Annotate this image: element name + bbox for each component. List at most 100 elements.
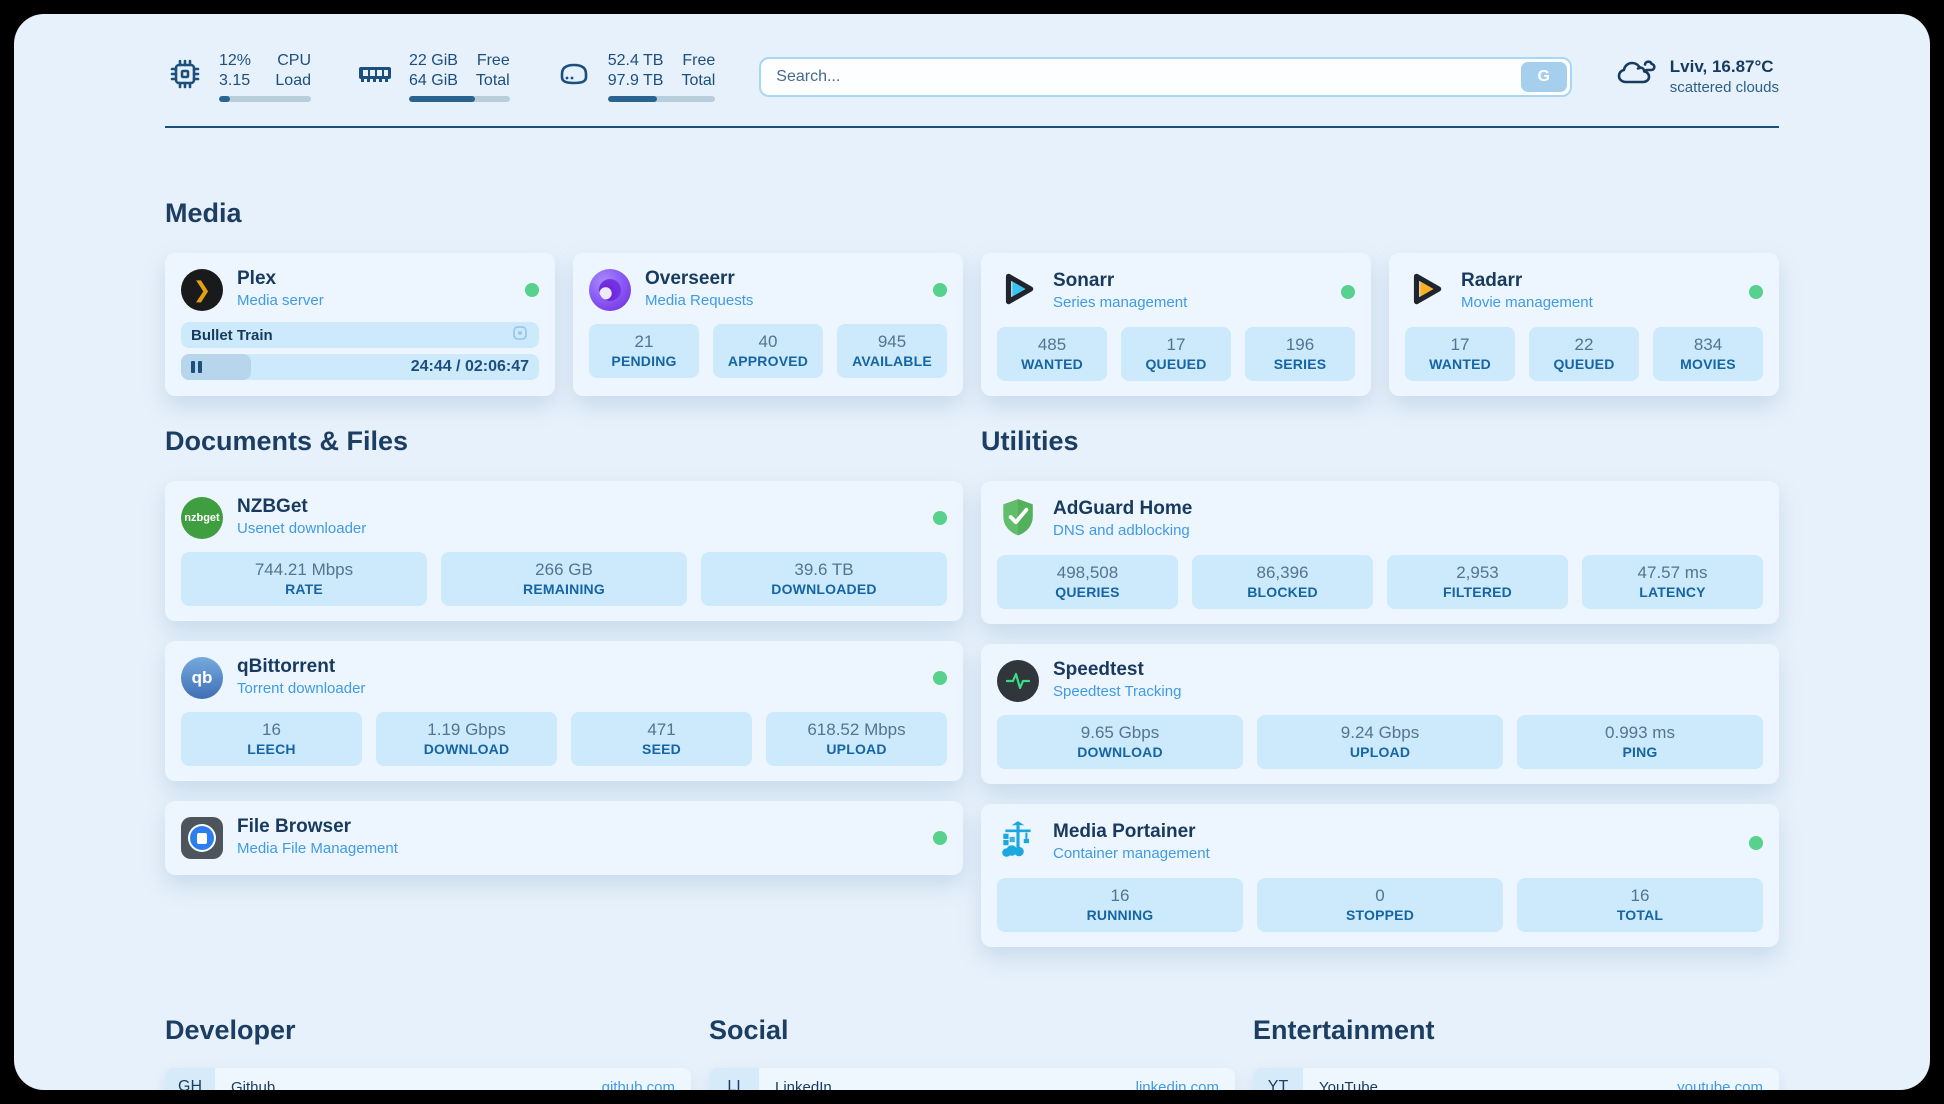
status-dot — [933, 511, 947, 525]
cloud-icon — [1614, 54, 1658, 99]
section-title-utilities: Utilities — [981, 426, 1079, 456]
ram-free-value: 22 GiB — [409, 52, 458, 69]
speedtest-pulse-icon — [997, 660, 1039, 702]
stat-available: 945 AVAILABLE — [837, 324, 947, 378]
now-playing-row: Bullet Train — [181, 322, 539, 348]
stat-approved: 40 APPROVED — [713, 324, 823, 378]
filebrowser-icon — [181, 817, 223, 859]
app-name: Radarr — [1461, 269, 1523, 291]
section-title-media: Media — [165, 198, 242, 228]
now-playing-title: Bullet Train — [191, 326, 273, 344]
weather-widget: Lviv, 16.87°C scattered clouds — [1614, 54, 1779, 99]
stat-rate: 744.21 Mbps RATE — [181, 552, 427, 606]
bookmark-url: github.com — [601, 1078, 675, 1091]
bookmark-name: YouTube — [1319, 1078, 1378, 1091]
app-card-sonarr[interactable]: Sonarr Series management 485 WANTED 17 Q… — [981, 253, 1371, 396]
app-card-radarr[interactable]: Radarr Movie management 17 WANTED 22 QUE… — [1389, 253, 1779, 396]
app-subtitle: Usenet downloader — [237, 520, 367, 537]
app-name: Plex — [237, 268, 277, 289]
stat-movies: 834 MOVIES — [1653, 327, 1763, 381]
ram-icon — [355, 54, 395, 99]
adguard-shield-icon — [997, 496, 1039, 543]
stat-wanted: 17 WANTED — [1405, 327, 1515, 381]
video-session-icon — [511, 324, 529, 347]
app-subtitle: Media File Management — [237, 840, 398, 857]
stat-upload: 9.24 Gbps UPLOAD — [1257, 715, 1503, 769]
app-card-portainer[interactable]: Media Portainer Container management 16 … — [981, 804, 1779, 947]
stat-total: 16 TOTAL — [1517, 878, 1763, 932]
sonarr-icon — [997, 268, 1039, 315]
header-divider — [165, 126, 1779, 128]
app-card-adguard[interactable]: AdGuard Home DNS and adblocking 498,508 … — [981, 481, 1779, 624]
section-title-entertainment: Entertainment — [1253, 1015, 1435, 1045]
app-subtitle: Movie management — [1461, 293, 1593, 311]
app-card-nzbget[interactable]: nzbget NZBGet Usenet downloader 744.21 M… — [165, 481, 963, 621]
pause-icon[interactable] — [191, 361, 202, 373]
bookmark-youtube[interactable]: YT YouTube youtube.com — [1253, 1068, 1779, 1090]
dashboard-panel: 12% 3.15 CPU Load — [14, 14, 1930, 1090]
ram-widget: 22 GiB 64 GiB Free Total — [355, 51, 510, 102]
stat-latency: 47.57 ms LATENCY — [1582, 555, 1763, 609]
app-card-qbittorrent[interactable]: qb qBittorrent Torrent downloader 16 LEE… — [165, 641, 963, 781]
stat-blocked: 86,396 BLOCKED — [1192, 555, 1373, 609]
cpu-usage-label: CPU — [277, 52, 311, 69]
bookmark-group-entertainment: Entertainment YT YouTube youtube.com NF … — [1253, 1015, 1779, 1090]
disk-widget: 52.4 TB 97.9 TB Free Total — [554, 51, 716, 102]
disk-icon — [554, 54, 594, 99]
disk-progress-bar — [607, 96, 716, 102]
disk-total-label: Total — [681, 72, 716, 89]
cpu-progress-bar — [219, 96, 311, 102]
status-dot — [933, 831, 947, 845]
search-input[interactable] — [764, 67, 1521, 86]
app-name: NZBGet — [237, 496, 308, 517]
stat-download: 1.19 Gbps DOWNLOAD — [376, 712, 557, 766]
app-card-overseerr[interactable]: Overseerr Media Requests 21 PENDING 40 A… — [573, 253, 963, 396]
app-name: Speedtest — [1053, 659, 1144, 680]
stat-series: 196 SERIES — [1245, 327, 1355, 381]
cpu-usage-value: 12% — [219, 52, 252, 69]
stat-queued: 17 QUEUED — [1121, 327, 1231, 381]
stat-download: 9.65 Gbps DOWNLOAD — [997, 715, 1243, 769]
status-dot — [1749, 284, 1763, 299]
cpu-load-label: Load — [275, 72, 311, 89]
bookmark-group-developer: Developer GH Github github.com SO StackO… — [165, 1015, 691, 1090]
stat-ping: 0.993 ms PING — [1517, 715, 1763, 769]
media-cards-row: ❯ Plex Media server Bullet Train — [165, 253, 1779, 396]
disk-free-value: 52.4 TB — [607, 52, 664, 69]
stat-wanted: 485 WANTED — [997, 327, 1107, 381]
app-card-filebrowser[interactable]: File Browser Media File Management — [165, 801, 963, 875]
bookmark-github[interactable]: GH Github github.com — [165, 1068, 691, 1090]
stat-queued: 22 QUEUED — [1529, 327, 1639, 381]
bookmark-linkedin[interactable]: LI LinkedIn linkedin.com — [709, 1068, 1235, 1090]
app-subtitle: Media Requests — [645, 292, 754, 309]
radarr-icon — [1405, 268, 1447, 315]
search-bar: G — [759, 56, 1572, 97]
stat-seed: 471 SEED — [571, 712, 752, 766]
app-name: qBittorrent — [237, 656, 336, 677]
nzbget-icon: nzbget — [181, 497, 223, 539]
ram-free-label: Free — [476, 52, 510, 69]
app-name: File Browser — [237, 816, 352, 837]
weather-condition: scattered clouds — [1669, 78, 1779, 96]
stat-stopped: 0 STOPPED — [1257, 878, 1503, 932]
app-subtitle: DNS and adblocking — [1053, 521, 1190, 539]
stat-downloaded: 39.6 TB DOWNLOADED — [701, 552, 947, 606]
ram-total-label: Total — [475, 72, 510, 89]
documents-column: Documents & Files nzbget NZBGet Usenet d… — [165, 426, 963, 967]
section-title-social: Social — [709, 1015, 789, 1045]
stat-upload: 618.52 Mbps UPLOAD — [766, 712, 947, 766]
section-title-documents: Documents & Files — [165, 426, 409, 456]
app-name: AdGuard Home — [1053, 497, 1193, 519]
status-dot — [933, 671, 947, 685]
overseerr-icon — [589, 269, 631, 311]
search-engine-button[interactable]: G — [1520, 61, 1567, 92]
stat-leech: 16 LEECH — [181, 712, 362, 766]
cpu-icon — [165, 54, 205, 99]
app-name: Media Portainer — [1053, 820, 1196, 842]
bookmark-group-social: Social LI LinkedIn linkedin.com TW Twitt… — [709, 1015, 1235, 1090]
section-title-developer: Developer — [165, 1015, 296, 1045]
bookmark-url: youtube.com — [1677, 1078, 1763, 1091]
stat-queries: 498,508 QUERIES — [997, 555, 1178, 609]
app-card-plex[interactable]: ❯ Plex Media server Bullet Train — [165, 253, 555, 396]
app-card-speedtest[interactable]: Speedtest Speedtest Tracking 9.65 Gbps D… — [981, 644, 1779, 784]
